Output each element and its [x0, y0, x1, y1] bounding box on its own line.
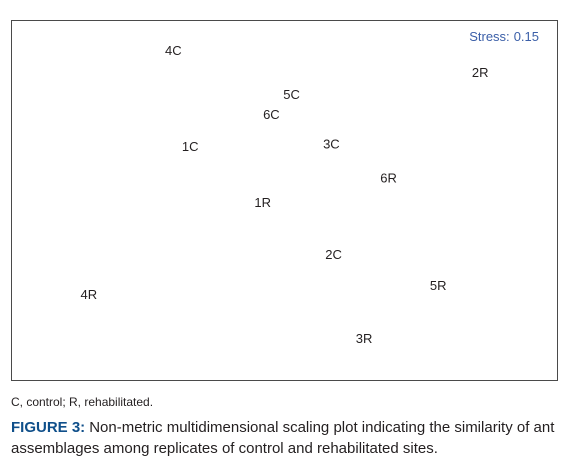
point-label-1r: 1R	[254, 195, 271, 210]
stress-value: 0.15	[513, 29, 539, 44]
point-label-2r: 2R	[472, 65, 489, 80]
point-label-3c: 3C	[323, 137, 340, 152]
point-label-4r: 4R	[80, 287, 97, 302]
point-label-5c: 5C	[283, 87, 300, 102]
caption-label: FIGURE 3:	[11, 419, 86, 436]
point-label-5r: 5R	[430, 278, 447, 293]
caption-text: Non-metric multidimensional scaling plot…	[11, 419, 555, 457]
point-label-4c: 4C	[165, 43, 182, 58]
stress-annotation: Stress: 0.15	[469, 29, 539, 44]
stress-label: Stress:	[469, 29, 510, 44]
point-label-2c: 2C	[325, 247, 342, 262]
figure-caption: FIGURE 3: Non-metric multidimensional sca…	[11, 417, 567, 459]
point-label-6r: 6R	[380, 171, 397, 186]
point-label-6c: 6C	[263, 107, 280, 122]
point-label-1c: 1C	[182, 139, 199, 154]
plot-area: 4C 2R 5C 6C 1C 3C 6R 1R 2C 5R 4R 3R Stress: 0.15	[11, 20, 558, 381]
point-label-3r: 3R	[356, 331, 373, 346]
figure-footnote: C, control; R, rehabilitated.	[11, 395, 154, 409]
